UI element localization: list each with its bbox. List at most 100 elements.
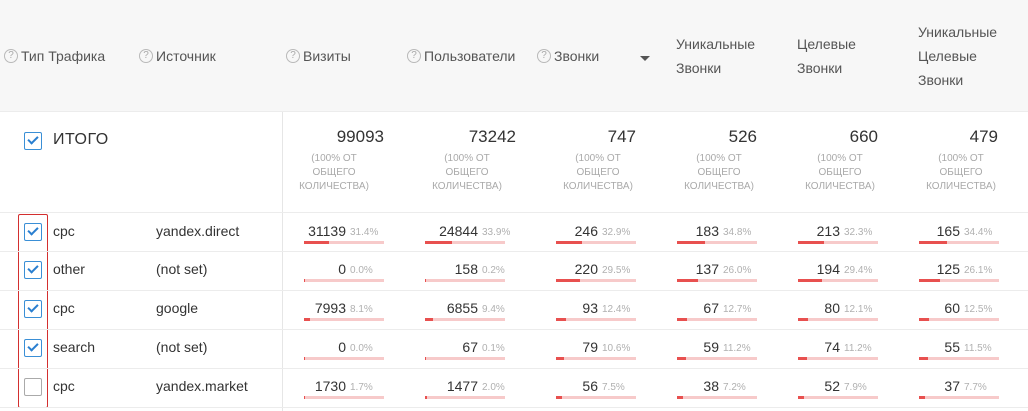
total-share-note-line: КОЛИЧЕСТВА) <box>684 181 754 192</box>
help-icon[interactable]: ? <box>537 49 551 63</box>
calls-share-percent: 29.5% <box>602 265 631 276</box>
unique-target-calls-share-percent: 26.1% <box>964 265 993 276</box>
target-calls-share-bar-fill <box>798 241 824 244</box>
users-share-bar-fill <box>425 396 427 399</box>
users-share-bar <box>425 357 505 360</box>
unique-target-calls-share-percent: 7.7% <box>964 382 987 393</box>
calls-share-bar <box>556 396 636 399</box>
calls-share-bar <box>556 241 636 244</box>
help-icon[interactable]: ? <box>4 49 18 63</box>
calls-share-percent: 32.9% <box>602 227 631 238</box>
total-share-note: (100% ОТ ОБЩЕГО КОЛИЧЕСТВА) <box>284 152 384 194</box>
total-checkbox[interactable] <box>24 132 42 150</box>
users-value: 67 <box>462 339 478 355</box>
column-header-label: Звонки <box>554 48 600 64</box>
column-header-traffic-type[interactable]: ? Тип Трафика <box>4 0 105 112</box>
unique-target-calls-share-percent: 12.5% <box>964 304 993 315</box>
row-divider <box>0 251 1028 252</box>
users-share-percent: 0.2% <box>482 265 505 276</box>
row-checkbox[interactable] <box>24 339 42 357</box>
calls-share-bar-fill <box>556 396 562 399</box>
column-header-visits[interactable]: ? Визиты <box>286 0 351 112</box>
row-checkbox[interactable] <box>24 378 42 396</box>
sort-desc-icon[interactable] <box>640 56 650 61</box>
unique-calls-share-percent: 34.8% <box>723 227 752 238</box>
calls-share-bar-fill <box>556 357 564 360</box>
total-share-note: (100% ОТ ОБЩЕГО КОЛИЧЕСТВА) <box>911 152 1011 194</box>
unique-calls-share-percent: 26.0% <box>723 265 752 276</box>
visits-value: 1730 <box>314 378 346 394</box>
users-share-percent: 9.4% <box>482 304 505 315</box>
row-checkbox[interactable] <box>24 261 42 279</box>
column-header-label: Визиты <box>303 48 351 64</box>
unique-target-calls-share-bar-fill <box>919 279 940 282</box>
target-calls-value: 213 <box>816 223 840 239</box>
help-icon[interactable]: ? <box>286 49 300 63</box>
visits-share-percent: 0.0% <box>350 265 373 276</box>
target-calls-value: 80 <box>824 300 840 316</box>
target-calls-share-bar <box>798 318 878 321</box>
users-share-bar-fill <box>425 318 433 321</box>
row-divider <box>0 212 1028 213</box>
column-header-unique-calls[interactable]: Уникальные Звонки <box>676 0 755 112</box>
users-share-bar <box>425 396 505 399</box>
row-checkbox[interactable] <box>24 300 42 318</box>
calls-share-bar <box>556 318 636 321</box>
column-header-source[interactable]: ? Источник <box>139 0 216 112</box>
calls-value: 79 <box>582 339 598 355</box>
users-share-bar <box>425 279 505 282</box>
target-calls-share-percent: 12.1% <box>844 304 873 315</box>
unique-target-calls-share-bar <box>919 279 999 282</box>
target-calls-share-bar <box>798 279 878 282</box>
total-share-note-line: КОЛИЧЕСТВА) <box>805 181 875 192</box>
total-share-note-line: (100% ОТ <box>575 153 621 164</box>
calls-value: 93 <box>582 300 598 316</box>
unique-target-calls-value: 165 <box>936 223 960 239</box>
row-divider <box>0 111 1028 112</box>
unique-calls-share-bar-fill <box>677 396 683 399</box>
header-line: Уникальные <box>676 36 756 52</box>
row-divider <box>0 290 1028 291</box>
target-calls-share-bar-fill <box>798 396 804 399</box>
users-share-percent: 0.1% <box>482 343 505 354</box>
checkmark-icon <box>27 262 39 274</box>
traffic-type-cell: search <box>53 339 96 355</box>
total-share-note-line: ОБЩЕГО <box>445 167 489 178</box>
unique-calls-share-bar-fill <box>677 318 687 321</box>
total-label: ИТОГО <box>53 131 109 148</box>
header-line: Звонки <box>918 72 964 88</box>
total-share-note-line: (100% ОТ <box>444 153 490 164</box>
column-header-target-calls[interactable]: Целевые Звонки <box>797 0 856 112</box>
help-icon[interactable]: ? <box>139 49 153 63</box>
row-divider <box>0 407 1028 408</box>
visits-share-bar-fill <box>304 357 305 360</box>
visits-value: 0 <box>338 339 346 355</box>
header-line: Звонки <box>797 60 843 76</box>
column-header-calls[interactable]: ? Звонки <box>537 0 599 112</box>
column-header-unique-target-calls[interactable]: Уникальные Целевые Звонки <box>918 0 997 112</box>
total-share-note: (100% ОТ ОБЩЕГО КОЛИЧЕСТВА) <box>669 152 769 194</box>
total-share-note-line: (100% ОТ <box>696 153 742 164</box>
total-share-note-line: (100% ОТ <box>311 153 357 164</box>
visits-share-bar <box>304 279 384 282</box>
unique-target-calls-share-bar-fill <box>919 318 929 321</box>
column-header-users[interactable]: ? Пользователи <box>407 0 515 112</box>
users-share-bar <box>425 241 505 244</box>
visits-share-bar <box>304 357 384 360</box>
target-calls-share-bar <box>798 357 878 360</box>
column-header-label: Источник <box>156 48 216 64</box>
visits-share-percent: 8.1% <box>350 304 373 315</box>
unique-calls-share-bar-fill <box>677 279 698 282</box>
total-share-note-line: (100% ОТ <box>817 153 863 164</box>
row-checkbox[interactable] <box>24 223 42 241</box>
users-share-bar <box>425 318 505 321</box>
help-icon[interactable]: ? <box>407 49 421 63</box>
target-calls-share-percent: 7.9% <box>844 382 867 393</box>
target-calls-share-bar <box>798 396 878 399</box>
target-calls-value: 194 <box>816 261 840 277</box>
users-share-bar-fill <box>425 357 426 360</box>
users-value: 24844 <box>439 223 478 239</box>
users-share-bar-fill <box>425 241 452 244</box>
source-cell: google <box>156 300 199 316</box>
traffic-type-cell: cpc <box>53 223 75 239</box>
